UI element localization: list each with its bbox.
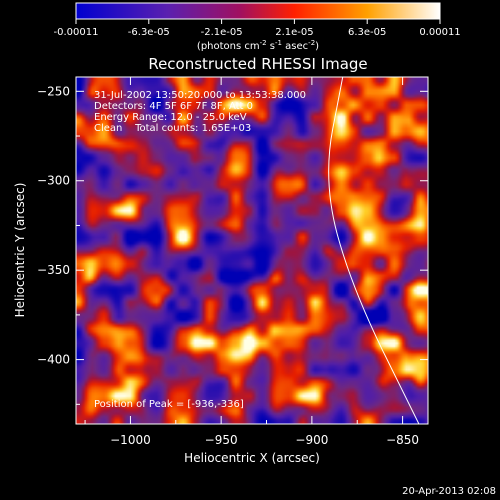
- colorbar-tick-label: 0.00011: [419, 27, 460, 38]
- colorbar: [75, 2, 441, 20]
- plot-frame: [75, 76, 429, 425]
- y-tick-label: −300: [37, 174, 70, 188]
- x-tick-label: −900: [295, 433, 328, 447]
- x-tick-label: −1000: [110, 433, 151, 447]
- x-tick-label: −950: [205, 433, 238, 447]
- colorbar-units: (photons cm-2 s-1 asec-2): [197, 39, 319, 52]
- y-tick-label: −400: [37, 353, 70, 367]
- colorbar-tick-label: 2.1e-05: [275, 27, 313, 38]
- y-axis-label: Heliocentric Y (arcsec): [13, 183, 27, 318]
- timestamp: 20-Apr-2013 02:08: [402, 486, 496, 497]
- y-tick-label: −250: [37, 84, 70, 98]
- colorbar-tick-label: -0.00011: [54, 27, 99, 38]
- colorbar-tick-label: -6.3e-05: [128, 27, 170, 38]
- info-detectors: Detectors: 4F 5F 6F 7F 8F, Att 0: [94, 101, 253, 112]
- solar-limb: [328, 77, 420, 424]
- info-time-range: 31-Jul-2002 13:50:20.000 to 13:53:38.000: [94, 90, 306, 101]
- heatmap-image: [76, 77, 428, 424]
- info-clean-counts: Clean Total counts: 1.65E+03: [94, 123, 251, 134]
- colorbar-tick-label: 6.3e-05: [348, 27, 386, 38]
- axes: −1000 −950 −900 −850 −250 −300 −350 −400: [37, 77, 428, 447]
- colorbar-ticks: -0.00011 -6.3e-05 -2.1e-05 2.1e-05 6.3e-05 0.…: [54, 19, 461, 38]
- info-energy-range: Energy Range: 12.0 - 25.0 keV: [94, 112, 247, 123]
- peak-position: Position of Peak = [-936,-336]: [94, 399, 244, 410]
- x-axis-label: Heliocentric X (arcsec): [184, 451, 320, 465]
- x-tick-label: −850: [386, 433, 419, 447]
- chart-title: Reconstructed RHESSI Image: [148, 55, 367, 73]
- y-tick-label: −350: [37, 263, 70, 277]
- colorbar-tick-label: -2.1e-05: [201, 27, 243, 38]
